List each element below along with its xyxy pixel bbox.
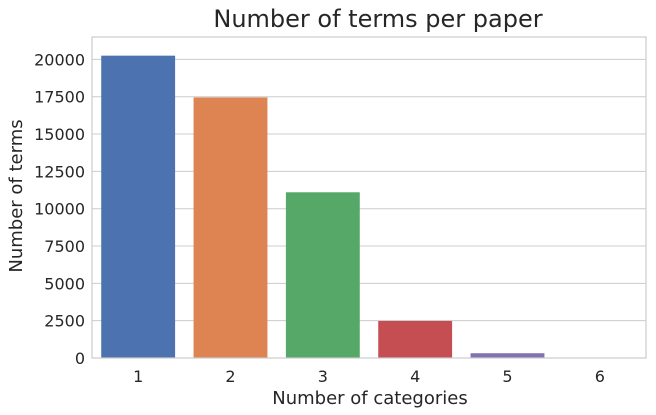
x-tick-label-6: 6 — [595, 367, 605, 386]
bar-2 — [193, 97, 268, 359]
chart-title: Number of terms per paper — [213, 5, 542, 33]
y-tick-label-3: 7500 — [44, 237, 85, 256]
x-tick-labels: 1 2 3 4 5 6 — [133, 367, 605, 386]
plot-frame — [91, 36, 647, 359]
y-gridlines — [92, 58, 646, 359]
y-tick-labels: 0 2500 5000 7500 10000 12500 15000 17500 20000 — [34, 50, 85, 368]
bar-3 — [285, 192, 360, 358]
x-tick-label-4: 4 — [410, 367, 420, 386]
y-tick-label-7: 17500 — [34, 88, 85, 107]
y-tick-label-8: 20000 — [34, 50, 85, 69]
x-tick-label-3: 3 — [318, 367, 328, 386]
y-tick-label-5: 12500 — [34, 162, 85, 181]
y-tick-label-4: 10000 — [34, 200, 85, 219]
bar-5 — [470, 353, 545, 358]
y-axis-label: Number of terms — [6, 119, 27, 272]
bars — [101, 55, 637, 359]
y-tick-label-0: 0 — [75, 349, 85, 368]
x-tick-label-2: 2 — [225, 367, 235, 386]
bar-1 — [101, 55, 176, 359]
y-tick-label-1: 2500 — [44, 312, 85, 331]
y-tick-label-2: 5000 — [44, 274, 85, 293]
x-tick-label-5: 5 — [502, 367, 512, 386]
x-axis-label: Number of categories — [272, 388, 467, 409]
axes-frame — [91, 36, 647, 359]
y-tick-label-6: 15000 — [34, 125, 85, 144]
bar-4 — [378, 320, 453, 358]
x-tick-label-1: 1 — [133, 367, 143, 386]
